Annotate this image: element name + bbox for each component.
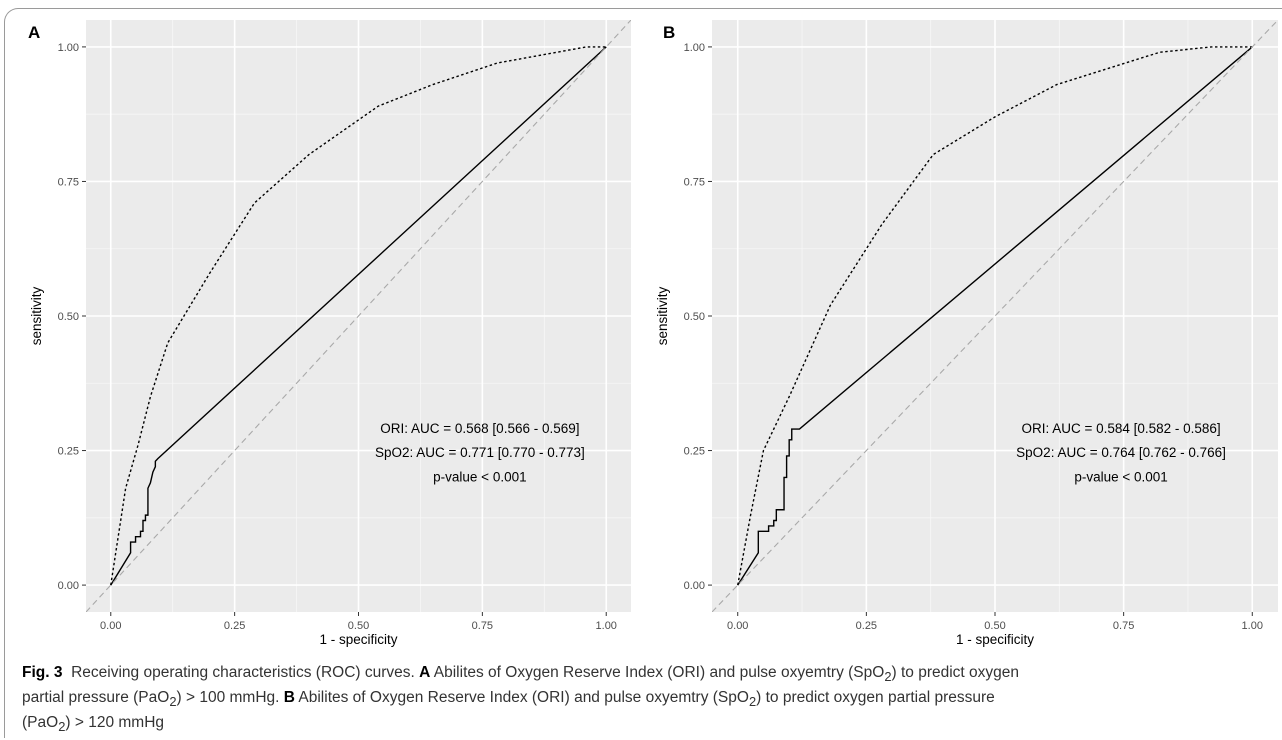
reference-diagonal [712,20,1278,612]
x-tick-label: 1.00 [596,620,617,632]
x-tick-label: 0.00 [727,620,748,632]
spo2-roc-curve [737,46,1253,586]
caption-a-label: A [419,664,431,681]
y-tick-label: 0.75 [58,176,79,188]
roc-panel-b: 0.00 0.25 0.50 0.75 1.00 0.00 0.25 0.50 0.75 1.00… [655,20,1278,647]
caption-b-sub-1: 2 [748,694,757,710]
caption-b-sub-2: 2 [58,719,66,735]
x-tick-label: 1.00 [1242,620,1263,632]
caption-b-label: B [283,689,295,707]
auc-annotation-line: SpO2: AUC = 0.764 [0.762 - 0.766] [1016,445,1226,460]
caption-b-text-1: Abilites of Oxygen Reserve Index (ORI) a… [298,689,749,707]
y-tick-label: 0.00 [58,580,79,592]
caption-a-text-4: ) > 100 mmHg. [176,689,280,707]
y-tick-label: 0.25 [684,446,705,458]
y-tick-label: 0.25 [58,446,79,458]
caption-a-text-2: ) to predict oxygen [891,664,1020,681]
caption-intro: Receiving operating characteristics (ROC… [71,664,415,681]
auc-annotation-line: ORI: AUC = 0.584 [0.582 - 0.586] [1021,421,1220,436]
caption-b-text-4: ) > 120 mmHg [65,714,165,732]
caption-line-1: Fig. 3 Receiving operating characteristi… [22,662,1272,687]
y-tick-label: 0.50 [684,311,705,323]
ori-roc-curve [110,46,607,586]
panel-label: A [28,23,40,42]
y-axis-label: sensitivity [29,286,44,345]
x-tick-label: 0.75 [472,620,493,632]
figure-frame [4,8,1282,738]
panel-label: B [663,23,675,42]
x-tick-label: 0.75 [1113,620,1134,632]
caption-b-text-3: (PaO [22,714,59,732]
caption-b-text-2: ) to predict oxygen partial pressure [756,689,995,707]
series-group [712,20,1278,612]
caption-line-2: partial pressure (PaO2) > 100 mmHg. B Ab… [22,687,1272,712]
ori-roc-curve [737,46,1253,586]
figure-caption: Fig. 3 Receiving operating characteristi… [22,662,1272,737]
caption-fig-label: Fig. 3 [22,664,63,681]
x-tick-label: 0.25 [856,620,877,632]
y-tick-label: 0.75 [684,176,705,188]
caption-a-text-1: Abilites of Oxygen Reserve Index (ORI) a… [433,664,885,681]
reference-diagonal [86,20,631,612]
auc-annotation-line: p-value < 0.001 [1074,469,1167,484]
auc-annotation-line: ORI: AUC = 0.568 [0.566 - 0.569] [380,421,579,436]
y-tick-label: 0.00 [684,580,705,592]
y-tick-label: 1.00 [58,42,79,54]
x-axis-label: 1 - specificity [956,632,1034,647]
caption-a-sub-2: 2 [169,694,177,710]
y-tick-label: 0.50 [58,311,79,323]
x-tick-label: 0.00 [100,620,121,632]
x-tick-label: 0.25 [224,620,245,632]
caption-a-sub-1: 2 [884,669,892,685]
series-group [86,20,631,612]
auc-annotation-line: SpO2: AUC = 0.771 [0.770 - 0.773] [375,445,585,460]
y-tick-label: 1.00 [684,42,705,54]
roc-panel-a: 0.00 0.25 0.50 0.75 1.00 0.00 0.25 0.50 0.75 1.00… [28,20,631,647]
x-tick-label: 0.50 [984,620,1005,632]
caption-line-3: (PaO2) > 120 mmHg [22,712,1272,737]
x-axis-label: 1 - specificity [319,632,397,647]
auc-annotation-line: p-value < 0.001 [433,469,526,484]
y-axis-label: sensitivity [655,286,670,345]
caption-a-text-3: partial pressure (PaO [22,689,170,707]
x-tick-label: 0.50 [348,620,369,632]
